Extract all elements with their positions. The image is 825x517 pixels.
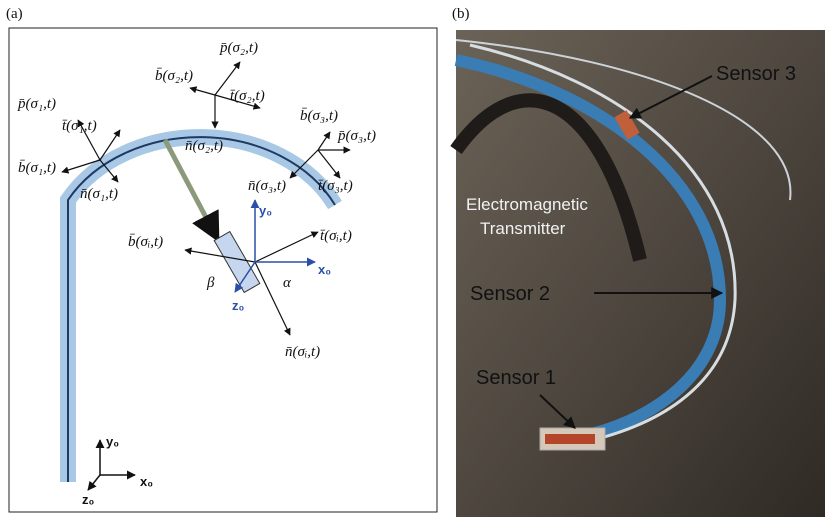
figure: (a) p̄(σ₂,t) b̄(σ₂,t) t̄(σ₂,t) n̄(σ₂,t) … (0, 0, 825, 517)
callout: Sensor 1 (476, 367, 556, 389)
caption: Electromagnetic (466, 195, 588, 214)
axis-label: y₀ (259, 203, 272, 218)
callout: Sensor 2 (470, 283, 550, 305)
label: n̄(σ₁,t) (80, 186, 118, 202)
label: n̄(σ₂,t) (185, 138, 223, 154)
axis-label: z₀ (82, 492, 95, 507)
label: b̄(σ₂,t) (155, 68, 193, 84)
label: p̄(σ₃,t) (337, 128, 376, 144)
callout: Sensor 3 (716, 63, 796, 85)
axis-label: y₀ (106, 434, 119, 449)
label: t̄(σ₂,t) (230, 88, 265, 104)
sensor (545, 434, 595, 444)
axis-label: z₀ (232, 298, 245, 313)
label: β (206, 275, 215, 291)
label: t̄(σ₃,t) (318, 178, 353, 194)
label: α (283, 275, 292, 291)
label: p̄(σ₂,t) (219, 40, 258, 56)
axis-label: x₀ (140, 474, 153, 489)
label: n̄(σᵢ,t) (285, 344, 320, 360)
axis-label: x₀ (318, 262, 331, 277)
label: t̄(σ₁,t) (62, 118, 97, 134)
label: t̄(σᵢ,t) (320, 228, 352, 244)
panel-label: (a) (6, 6, 23, 22)
caption: Transmitter (480, 219, 566, 238)
panel-label: (b) (452, 6, 470, 22)
label: p̄(σ₁,t) (17, 96, 56, 112)
label: b̄(σ₃,t) (300, 108, 338, 124)
label: b̄(σ₁,t) (18, 160, 56, 176)
label: b̄(σᵢ,t) (128, 234, 163, 250)
label: n̄(σ₃,t) (248, 178, 286, 194)
